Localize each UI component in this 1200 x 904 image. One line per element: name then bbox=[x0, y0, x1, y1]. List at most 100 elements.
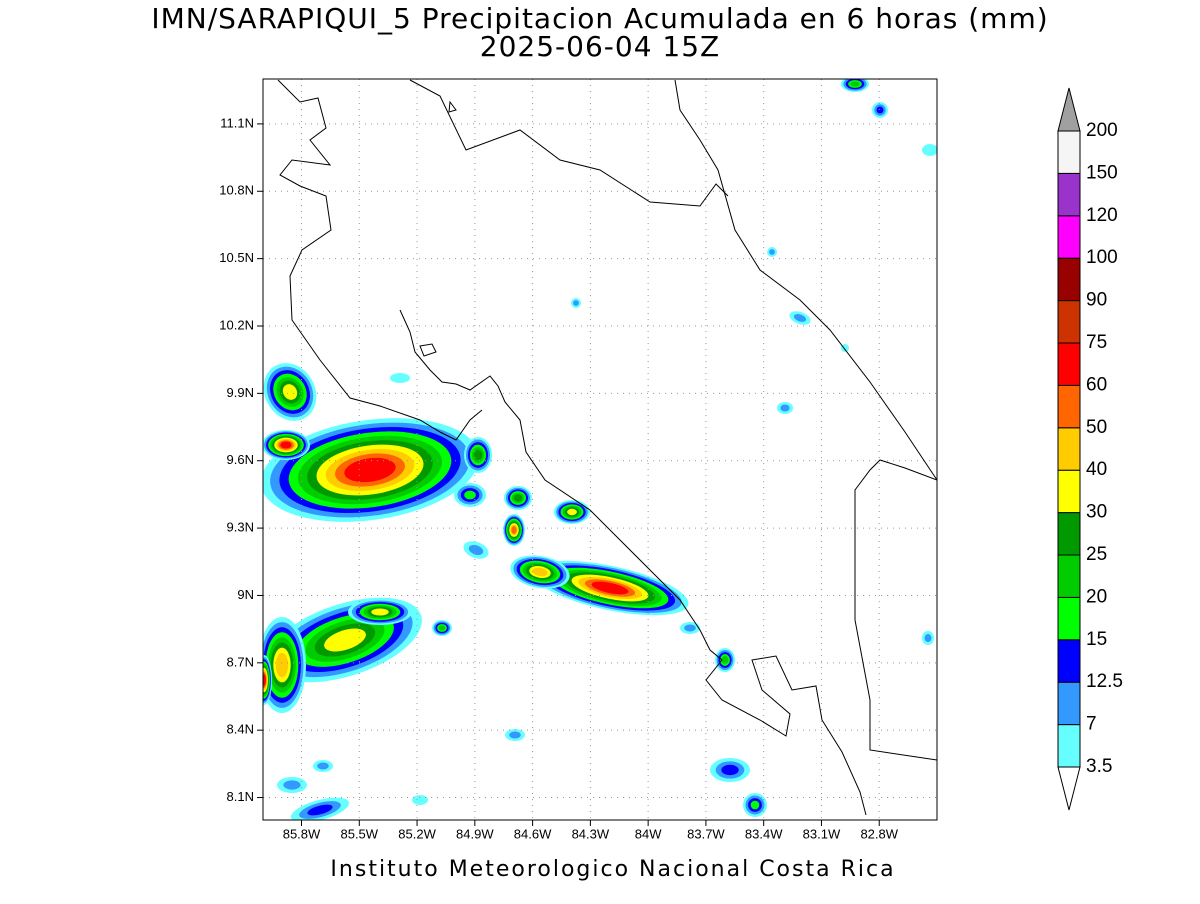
y-tick-label: 9.3N bbox=[227, 520, 254, 535]
colorbar-label: 40 bbox=[1086, 459, 1107, 480]
colorbar-box bbox=[1057, 300, 1081, 344]
coastline bbox=[277, 79, 483, 441]
rain-contour bbox=[464, 490, 476, 500]
rain-contour bbox=[412, 795, 428, 805]
rain-contour bbox=[275, 652, 289, 678]
rain-contour bbox=[721, 656, 729, 664]
rain-contour bbox=[573, 300, 579, 306]
rain-contour bbox=[876, 106, 884, 114]
title: IMN/SARAPIQUI_5 Precipitacion Acumulada … bbox=[151, 2, 1048, 35]
rain-contour bbox=[721, 764, 739, 776]
colorbar-label: 200 bbox=[1086, 120, 1118, 141]
rain-contour bbox=[567, 508, 577, 516]
rain-contour bbox=[513, 494, 523, 502]
y-tick-label: 8.7N bbox=[227, 654, 254, 669]
x-tick-label: 84.6W bbox=[514, 826, 552, 841]
x-tick-label: 82.8W bbox=[860, 826, 898, 841]
colorbar-label: 15 bbox=[1086, 629, 1107, 650]
y-tick-label: 11.1N bbox=[220, 115, 254, 130]
colorbar-label: 20 bbox=[1086, 586, 1107, 607]
colorbar-label: 7 bbox=[1086, 714, 1097, 735]
island bbox=[448, 100, 457, 113]
colorbar-box bbox=[1057, 512, 1081, 556]
colorbar-box bbox=[1057, 130, 1081, 174]
y-tick-label: 9.6N bbox=[227, 452, 254, 467]
colorbar: 3.5 7 12.5 15 20 25 30 40 50 60 75 90 100 120 150 200 bbox=[1057, 87, 1123, 811]
x-tick-label: 84.9W bbox=[456, 826, 494, 841]
x-tick-label: 85.2W bbox=[398, 826, 436, 841]
rain-contour bbox=[793, 314, 807, 322]
x-tick-label: 83.1W bbox=[803, 826, 841, 841]
y-tick-label: 9.9N bbox=[227, 385, 254, 400]
colorbar-label: 150 bbox=[1086, 162, 1118, 183]
rain-contour bbox=[438, 625, 446, 631]
colorbar-label: 120 bbox=[1086, 205, 1118, 226]
border bbox=[854, 459, 937, 761]
colorbar-label: 60 bbox=[1086, 374, 1107, 395]
y-tick-label: 8.4N bbox=[227, 722, 254, 737]
y-tick-label: 10.8N bbox=[219, 183, 254, 198]
rain-contour bbox=[780, 404, 790, 412]
y-tick-label: 10.2N bbox=[219, 317, 254, 332]
plot-area bbox=[263, 79, 937, 820]
coastline bbox=[399, 309, 867, 816]
rain-contour bbox=[750, 800, 760, 810]
footer: Instituto Meteorologico Nacional Costa R… bbox=[330, 857, 895, 882]
rain-contour bbox=[591, 581, 629, 595]
rain-contour bbox=[263, 674, 266, 686]
axes: 85.8W 85.5W 85.2W 84.9W 84.6W 84.3W 84W 83.7W 83… bbox=[219, 115, 898, 841]
colorbar-label: 50 bbox=[1086, 417, 1107, 438]
x-tick-label: 85.8W bbox=[283, 826, 321, 841]
rain-contour bbox=[371, 608, 389, 616]
rain-contour bbox=[390, 373, 410, 383]
grid bbox=[263, 79, 937, 820]
rain-contour bbox=[283, 780, 301, 790]
border bbox=[409, 79, 729, 207]
rain-contour bbox=[317, 762, 329, 770]
y-tick-label: 8.1N bbox=[227, 789, 254, 804]
colorbar-box bbox=[1057, 342, 1081, 386]
colorbar-box bbox=[1057, 724, 1081, 768]
rain-contour bbox=[924, 633, 932, 643]
colorbar-box bbox=[1057, 384, 1081, 429]
x-tick-label: 83.7W bbox=[687, 826, 725, 841]
colorbar-label: 30 bbox=[1086, 502, 1107, 523]
colorbar-box bbox=[1057, 469, 1081, 514]
rain-contour bbox=[532, 567, 548, 577]
colorbar-box bbox=[1057, 639, 1081, 683]
x-tick-label: 84W bbox=[635, 826, 662, 841]
colorbar-label: 25 bbox=[1086, 544, 1107, 565]
rain-contour bbox=[841, 344, 849, 352]
x-tick-label: 85.5W bbox=[340, 826, 378, 841]
x-tick-label: 84.3W bbox=[572, 826, 610, 841]
colorbar-box bbox=[1057, 681, 1081, 726]
colorbar-box bbox=[1057, 257, 1081, 302]
rain-contour bbox=[922, 144, 937, 156]
rain-contour bbox=[511, 526, 517, 534]
colorbar-label: 3.5 bbox=[1086, 756, 1112, 777]
coastlines bbox=[277, 79, 937, 816]
rain-contour bbox=[850, 81, 860, 87]
map-frame bbox=[262, 78, 938, 821]
rain-contour bbox=[684, 624, 696, 632]
y-tick-label: 9N bbox=[237, 587, 254, 602]
colorbar-below bbox=[1057, 766, 1081, 811]
colorbar-box bbox=[1057, 215, 1081, 259]
rain-contour bbox=[473, 449, 483, 461]
y-tick-label: 10.5N bbox=[219, 250, 254, 265]
island bbox=[419, 343, 437, 357]
colorbar-above bbox=[1057, 87, 1081, 132]
rain-contour bbox=[769, 249, 775, 255]
colorbar-label: 100 bbox=[1086, 247, 1118, 268]
coastline bbox=[674, 79, 937, 481]
rain-contour bbox=[468, 544, 484, 556]
colorbar-box bbox=[1057, 427, 1081, 471]
colorbar-box bbox=[1057, 596, 1081, 641]
rain-contour bbox=[307, 804, 333, 816]
rain-contour bbox=[344, 457, 396, 483]
colorbar-label: 90 bbox=[1086, 290, 1107, 311]
rain-contour bbox=[324, 628, 366, 652]
colorbar-box bbox=[1057, 554, 1081, 598]
